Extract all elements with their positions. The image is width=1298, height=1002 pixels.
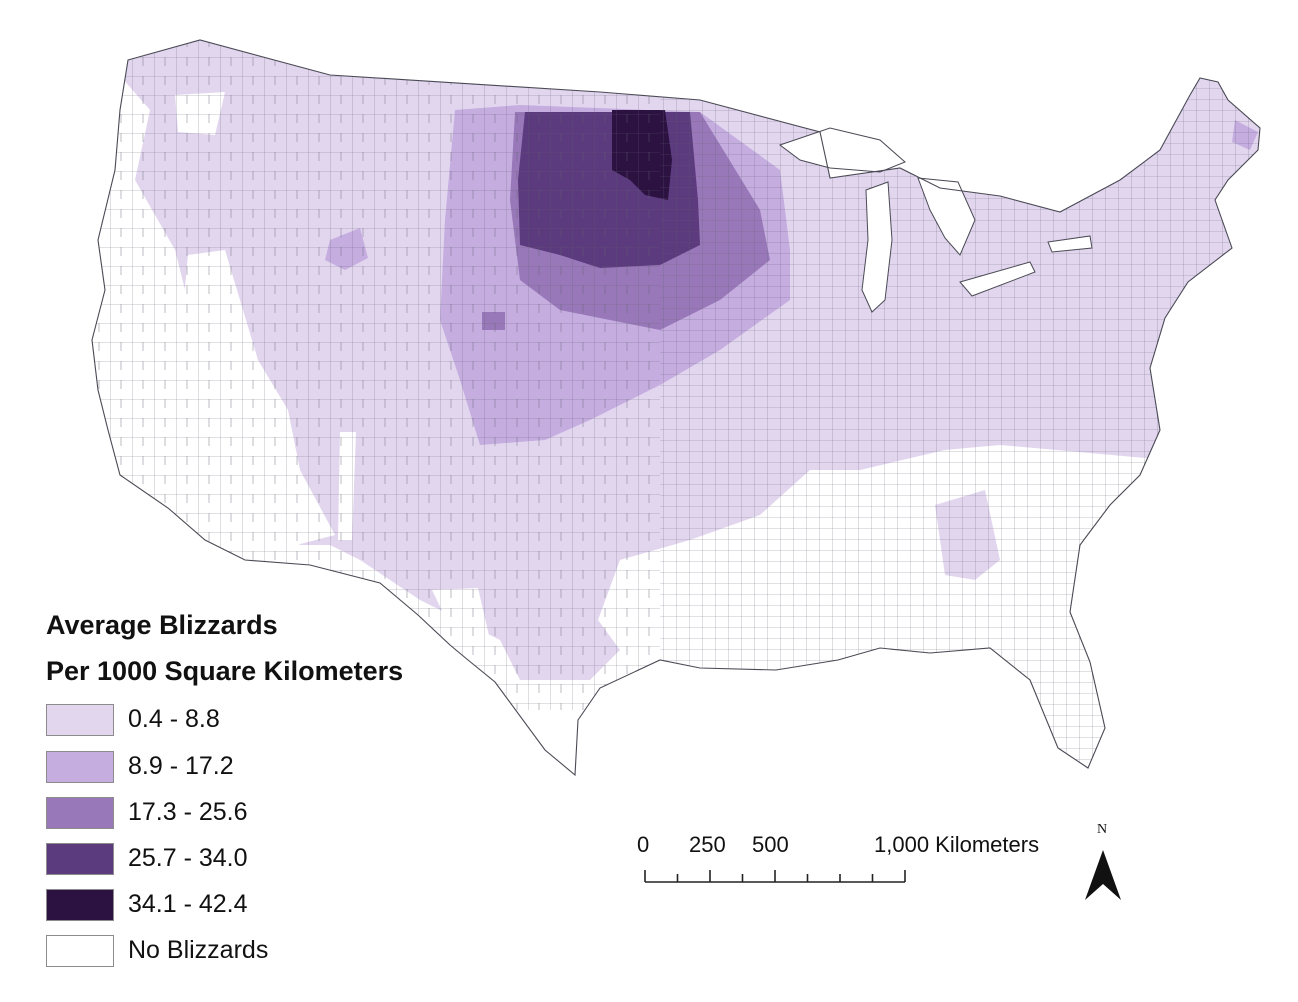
- legend-title-line2: Per 1000 Square Kilometers: [46, 656, 404, 686]
- legend-label: 8.9 - 17.2: [128, 752, 234, 780]
- north-arrow-icon: [1085, 850, 1121, 900]
- scale-label-0: 0: [637, 832, 650, 857]
- legend-label: 0.4 - 8.8: [128, 705, 220, 733]
- legend-label: No Blizzards: [128, 936, 269, 964]
- lake-ontario: [1047, 235, 1093, 253]
- legend-swatch: [46, 889, 114, 921]
- lake-huron: [917, 177, 976, 256]
- legend-swatch: [46, 935, 114, 967]
- legend-swatch: [46, 704, 114, 736]
- lake-erie: [959, 261, 1036, 297]
- legend-label: 34.1 - 42.4: [128, 890, 248, 918]
- legend-swatch: [46, 843, 114, 875]
- north-label: N: [1097, 822, 1108, 837]
- scale-label-1000: 1,000 Kilometers: [874, 832, 1040, 857]
- legend-title-line1: Average Blizzards: [46, 610, 278, 640]
- scale-label-500: 500: [752, 832, 789, 857]
- legend-swatch: [46, 797, 114, 829]
- legend-label: 25.7 - 34.0: [128, 844, 248, 872]
- scale-bar: [644, 870, 906, 883]
- legend-swatch: [46, 751, 114, 783]
- great-lakes: [778, 127, 1093, 313]
- scale-label-250: 250: [689, 832, 726, 857]
- legend-label: 17.3 - 25.6: [128, 798, 248, 826]
- lake-michigan: [861, 181, 893, 313]
- lake-superior: [778, 127, 906, 173]
